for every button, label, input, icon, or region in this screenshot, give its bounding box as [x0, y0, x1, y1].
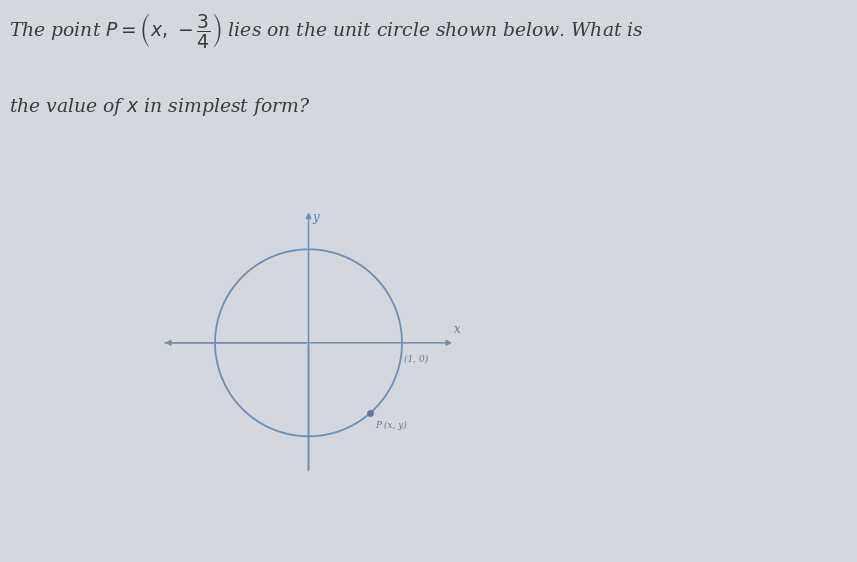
Text: The point $P = \left(x,\, -\dfrac{3}{4}\right)$ lies on the unit circle shown be: The point $P = \left(x,\, -\dfrac{3}{4}\… [9, 11, 644, 50]
Text: the value of $x$ in simplest form?: the value of $x$ in simplest form? [9, 96, 310, 117]
Text: x: x [453, 323, 460, 336]
Text: y: y [312, 211, 319, 224]
Text: P (x, y): P (x, y) [375, 420, 407, 429]
Text: (1, 0): (1, 0) [404, 354, 428, 363]
